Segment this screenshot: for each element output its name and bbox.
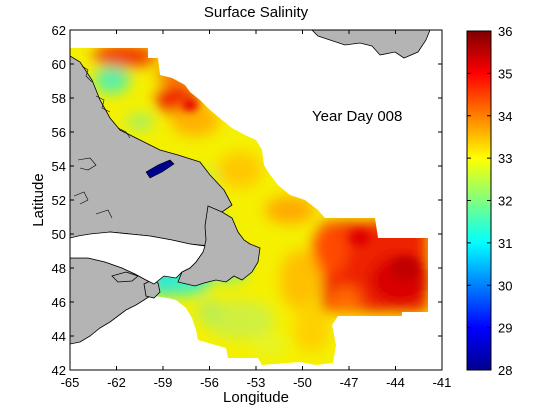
colorbar-tick-label: 32 bbox=[498, 194, 512, 209]
colorbar-tick-label: 28 bbox=[498, 363, 512, 378]
y-axis-ticks: 42 44 46 48 50 52 54 56 58 60 62 bbox=[52, 23, 442, 378]
pei-landmass bbox=[111, 271, 139, 283]
x-axis-label: Longitude bbox=[223, 389, 289, 406]
y-tick-label: 56 bbox=[52, 125, 66, 140]
colorbar-tick-label: 29 bbox=[498, 321, 512, 336]
y-tick-label: 50 bbox=[52, 227, 66, 242]
y-tick-label: 44 bbox=[52, 329, 66, 344]
x-tick-label: -44 bbox=[386, 375, 405, 390]
y-axis-label: Latitude bbox=[30, 173, 47, 226]
y-tick-label: 60 bbox=[52, 57, 66, 72]
greenland-landmass bbox=[311, 30, 431, 59]
x-tick-label: -47 bbox=[340, 375, 359, 390]
colorbar-tick-label: 36 bbox=[498, 24, 512, 39]
x-axis-ticks: -65 -62 -59 -56 -53 -50 -47 -44 -41 bbox=[61, 30, 452, 390]
x-tick-label: -62 bbox=[107, 375, 126, 390]
colorbar-tick-label: 30 bbox=[498, 278, 512, 293]
y-tick-label: 48 bbox=[52, 261, 66, 276]
coastline-detail bbox=[73, 65, 131, 219]
y-tick-label: 58 bbox=[52, 91, 66, 106]
gulf-no-data bbox=[70, 231, 206, 285]
x-tick-label: -65 bbox=[61, 375, 80, 390]
colorbar-tick-label: 31 bbox=[498, 236, 512, 251]
map-plot-area bbox=[70, 30, 442, 370]
x-tick-label: -41 bbox=[433, 375, 452, 390]
chart-title: Surface Salinity bbox=[204, 4, 309, 21]
y-tick-label: 52 bbox=[52, 193, 66, 208]
x-tick-label: -56 bbox=[200, 375, 219, 390]
x-tick-label: -59 bbox=[154, 375, 173, 390]
colorbar: 28 29 30 31 32 33 34 35 36 bbox=[466, 24, 512, 378]
y-tick-label: 54 bbox=[52, 159, 66, 174]
x-tick-label: -50 bbox=[293, 375, 312, 390]
y-tick-label: 46 bbox=[52, 295, 66, 310]
x-tick-label: -53 bbox=[247, 375, 266, 390]
y-tick-label: 42 bbox=[52, 363, 66, 378]
colorbar-tick-label: 33 bbox=[498, 151, 512, 166]
colorbar-tick-label: 35 bbox=[498, 66, 512, 81]
y-tick-label: 62 bbox=[52, 23, 66, 38]
year-day-annotation: Year Day 008 bbox=[312, 108, 402, 125]
land-masses bbox=[70, 30, 431, 345]
colorbar-tick-label: 34 bbox=[498, 109, 512, 124]
colorbar-ticks: 28 29 30 31 32 33 34 35 36 bbox=[467, 24, 512, 378]
lake-melville bbox=[145, 159, 175, 179]
